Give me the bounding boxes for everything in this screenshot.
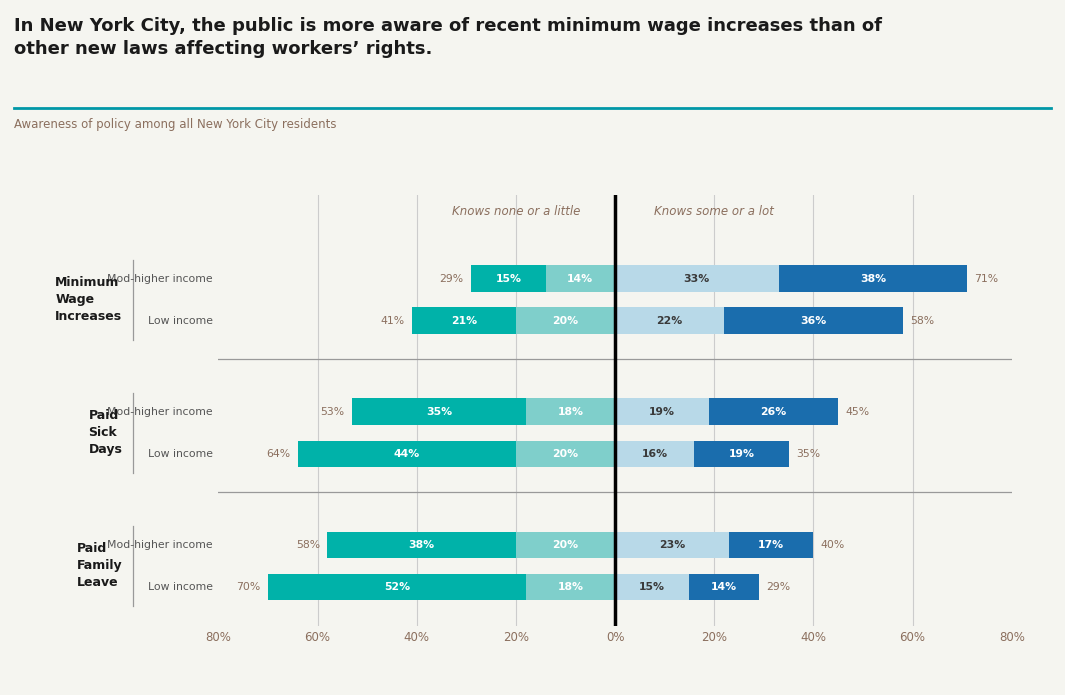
Text: Minimum
Wage
Increases: Minimum Wage Increases: [55, 276, 122, 323]
Text: 29%: 29%: [767, 582, 790, 592]
Text: 44%: 44%: [394, 449, 420, 459]
Text: 58%: 58%: [296, 540, 320, 550]
Bar: [297, 441, 515, 467]
Bar: [615, 307, 724, 334]
Text: 33%: 33%: [684, 274, 710, 284]
Text: 14%: 14%: [711, 582, 737, 592]
Bar: [615, 398, 709, 425]
Text: 21%: 21%: [450, 316, 477, 326]
Text: 58%: 58%: [911, 316, 934, 326]
Text: 53%: 53%: [321, 407, 345, 417]
Text: Low income: Low income: [148, 449, 213, 459]
Text: 15%: 15%: [495, 274, 522, 284]
Text: 45%: 45%: [846, 407, 870, 417]
Bar: [615, 532, 730, 558]
Text: 38%: 38%: [859, 274, 886, 284]
Text: 20%: 20%: [553, 449, 578, 459]
Bar: [615, 573, 689, 600]
Bar: [471, 265, 545, 292]
Bar: [615, 441, 694, 467]
Text: 26%: 26%: [760, 407, 787, 417]
Bar: [689, 573, 759, 600]
Bar: [779, 265, 967, 292]
Bar: [724, 307, 903, 334]
Bar: [515, 532, 615, 558]
Bar: [353, 398, 526, 425]
Text: 35%: 35%: [426, 407, 452, 417]
Bar: [515, 307, 615, 334]
Text: 20%: 20%: [553, 540, 578, 550]
Text: 19%: 19%: [728, 449, 754, 459]
Text: 16%: 16%: [641, 449, 668, 459]
Text: 17%: 17%: [758, 540, 784, 550]
Text: 18%: 18%: [557, 407, 584, 417]
Text: 36%: 36%: [800, 316, 826, 326]
Bar: [615, 265, 779, 292]
Text: 64%: 64%: [266, 449, 291, 459]
Text: In New York City, the public is more aware of recent minimum wage increases than: In New York City, the public is more awa…: [14, 17, 882, 58]
Bar: [412, 307, 515, 334]
Text: Knows none or a little: Knows none or a little: [452, 205, 580, 218]
Text: Low income: Low income: [148, 316, 213, 326]
Legend: None at all, A little, Some, A lot: None at all, A little, Some, A lot: [465, 691, 765, 695]
Text: 38%: 38%: [409, 540, 435, 550]
Text: Mod-higher income: Mod-higher income: [108, 407, 213, 417]
Text: 20%: 20%: [553, 316, 578, 326]
Text: 52%: 52%: [383, 582, 410, 592]
Text: 29%: 29%: [440, 274, 463, 284]
Text: Paid
Family
Leave: Paid Family Leave: [77, 542, 122, 589]
Bar: [526, 573, 615, 600]
Text: Low income: Low income: [148, 582, 213, 592]
Text: 41%: 41%: [380, 316, 405, 326]
Bar: [709, 398, 838, 425]
Text: 19%: 19%: [650, 407, 675, 417]
Text: 35%: 35%: [796, 449, 820, 459]
Bar: [730, 532, 814, 558]
Text: 23%: 23%: [659, 540, 685, 550]
Text: Mod-higher income: Mod-higher income: [108, 274, 213, 284]
Text: 18%: 18%: [557, 582, 584, 592]
Text: 14%: 14%: [568, 274, 593, 284]
Bar: [515, 441, 615, 467]
Text: Knows some or a lot: Knows some or a lot: [654, 205, 774, 218]
Bar: [545, 265, 615, 292]
Bar: [694, 441, 788, 467]
Bar: [526, 398, 615, 425]
Text: Mod-higher income: Mod-higher income: [108, 540, 213, 550]
Text: 40%: 40%: [821, 540, 846, 550]
Bar: [327, 532, 515, 558]
Text: Awareness of policy among all New York City residents: Awareness of policy among all New York C…: [14, 118, 337, 131]
Text: Paid
Sick
Days: Paid Sick Days: [88, 409, 122, 457]
Text: 70%: 70%: [236, 582, 261, 592]
Text: 22%: 22%: [656, 316, 683, 326]
Text: 71%: 71%: [974, 274, 999, 284]
Text: 15%: 15%: [639, 582, 666, 592]
Bar: [268, 573, 526, 600]
